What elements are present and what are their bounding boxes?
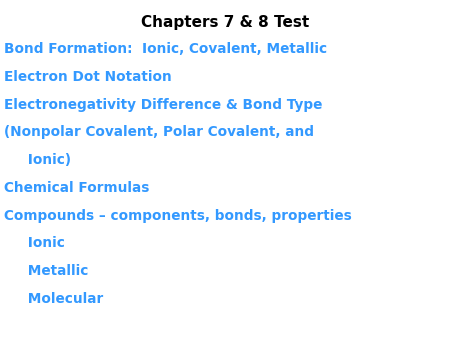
Text: Ionic: Ionic bbox=[4, 236, 65, 250]
Text: Ionic): Ionic) bbox=[4, 153, 72, 167]
Text: (Nonpolar Covalent, Polar Covalent, and: (Nonpolar Covalent, Polar Covalent, and bbox=[4, 125, 315, 139]
Text: Chapters 7 & 8 Test: Chapters 7 & 8 Test bbox=[141, 15, 309, 30]
Text: Molecular: Molecular bbox=[4, 292, 104, 306]
Text: Electron Dot Notation: Electron Dot Notation bbox=[4, 70, 172, 84]
Text: Metallic: Metallic bbox=[4, 264, 89, 278]
Text: Bond Formation:  Ionic, Covalent, Metallic: Bond Formation: Ionic, Covalent, Metalli… bbox=[4, 42, 328, 56]
Text: Chemical Formulas: Chemical Formulas bbox=[4, 181, 150, 195]
Text: Compounds – components, bonds, properties: Compounds – components, bonds, propertie… bbox=[4, 209, 352, 222]
Text: Electronegativity Difference & Bond Type: Electronegativity Difference & Bond Type bbox=[4, 98, 323, 112]
